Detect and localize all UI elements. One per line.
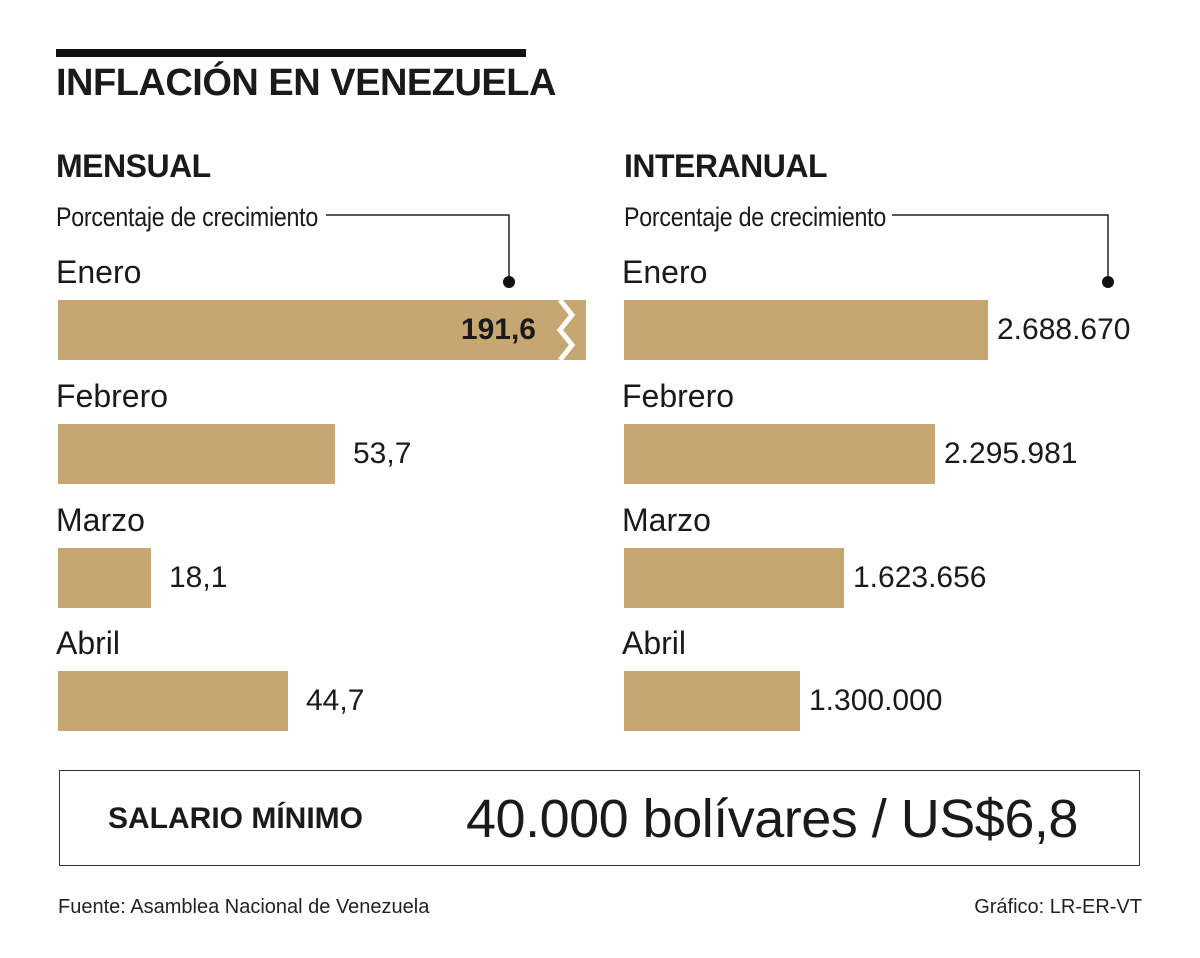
annual-value-label-febrero: 2.295.981 — [944, 437, 1078, 470]
annual-value-label-enero: 2.688.670 — [997, 313, 1131, 346]
annual-bar-abril — [624, 671, 800, 731]
monthly-panel-title: MENSUAL — [56, 148, 211, 184]
monthly-subtitle: Porcentaje de crecimiento — [56, 202, 319, 232]
monthly-month-label-abril: Abril — [56, 625, 121, 661]
source-note: Fuente: Asamblea Nacional de Venezuela — [58, 896, 430, 918]
monthly-bar-break-mark — [556, 300, 576, 360]
monthly-leader-dot — [503, 276, 515, 288]
minimum-wage-value: 40.000 bolívares / US$6,8 — [466, 789, 1078, 849]
monthly-value-label-abril: 44,7 — [306, 684, 365, 717]
annual-leader-dot — [1102, 276, 1114, 288]
annual-month-label-enero: Enero — [622, 254, 708, 290]
minimum-wage-label: SALARIO MÍNIMO — [108, 802, 363, 835]
annual-value-label-abril: 1.300.000 — [809, 684, 943, 717]
monthly-leader-line — [326, 214, 510, 282]
monthly-bar-abril — [58, 671, 288, 731]
monthly-month-label-febrero: Febrero — [56, 378, 169, 414]
minimum-wage-box: SALARIO MÍNIMO 40.000 bolívares / US$6,8 — [59, 770, 1140, 866]
graphic-credit: Gráfico: LR-ER-VT — [974, 896, 1142, 918]
annual-subtitle: Porcentaje de crecimiento — [624, 202, 887, 232]
annual-bar-marzo — [624, 548, 844, 608]
annual-value-label-marzo: 1.623.656 — [853, 561, 987, 594]
annual-month-label-marzo: Marzo — [622, 502, 711, 538]
monthly-bar-febrero — [58, 424, 335, 484]
monthly-value-label-enero: 191,6 — [460, 313, 536, 346]
monthly-value-label-marzo: 18,1 — [169, 561, 228, 594]
monthly-month-label-marzo: Marzo — [56, 502, 145, 538]
annual-panel-title: INTERANUAL — [624, 148, 827, 184]
annual-leader-line — [892, 214, 1109, 282]
monthly-month-label-enero: Enero — [56, 254, 142, 290]
annual-leader — [892, 214, 1114, 288]
annual-month-label-abril: Abril — [622, 625, 687, 661]
monthly-value-label-febrero: 53,7 — [353, 437, 412, 470]
monthly-leader — [326, 214, 515, 288]
title-rule — [56, 49, 526, 57]
annual-month-label-febrero: Febrero — [622, 378, 735, 414]
annual-bar-febrero — [624, 424, 935, 484]
monthly-bar-enero — [58, 300, 586, 360]
chart-title: INFLACIÓN EN VENEZUELA — [56, 62, 556, 104]
monthly-bar-marzo — [58, 548, 151, 608]
annual-bar-enero — [624, 300, 988, 360]
